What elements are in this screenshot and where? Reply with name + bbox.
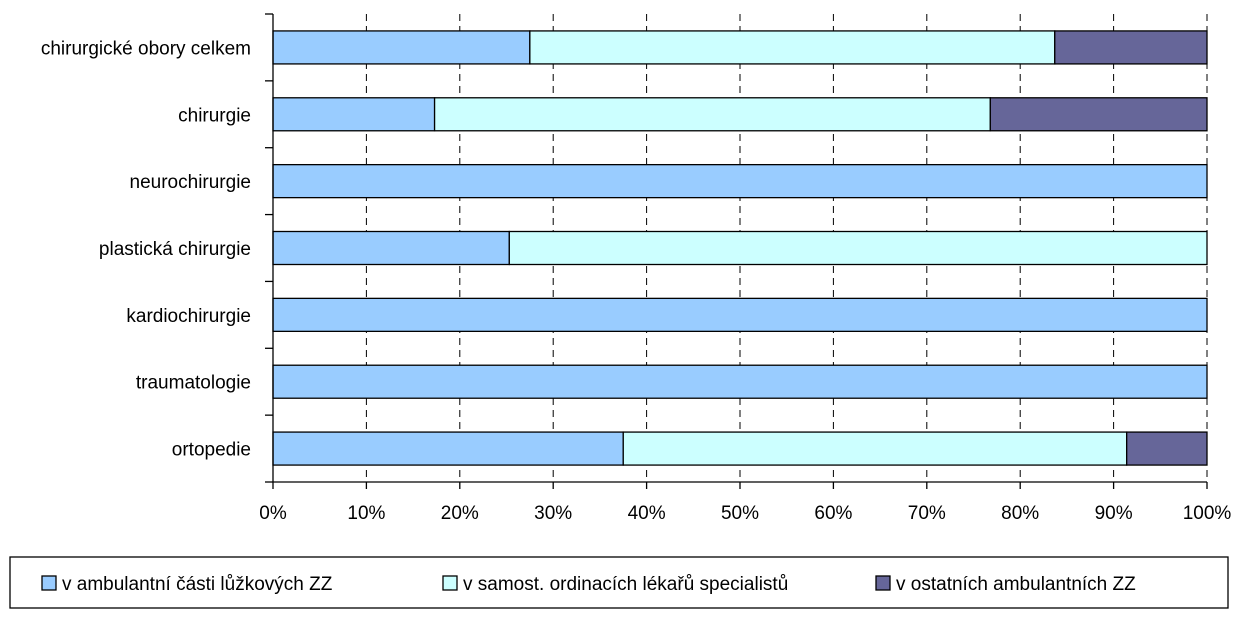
legend-swatch — [41, 575, 57, 591]
category-label: chirurgie — [178, 105, 251, 126]
category-label: plastická chirurgie — [99, 239, 251, 260]
category-label: traumatologie — [136, 373, 251, 394]
x-tick-label: 100% — [1183, 503, 1232, 524]
x-tick-label: 10% — [347, 503, 385, 524]
category-label: chirurgické obory celkem — [41, 38, 251, 59]
category-label: neurochirurgie — [130, 172, 251, 193]
legend-swatch — [875, 575, 891, 591]
bar-segment — [433, 97, 991, 132]
bar-segment — [989, 97, 1208, 132]
x-tick-label: 40% — [628, 503, 666, 524]
bar-segment — [1054, 30, 1208, 65]
legend: v ambulantní části lůžkových ZZ v samost.… — [9, 556, 1229, 609]
category-label: ortopedie — [172, 440, 251, 461]
bar-segment — [272, 297, 1208, 333]
bar-segment — [622, 431, 1128, 466]
bar-segment — [272, 431, 624, 466]
x-tick-label: 80% — [1001, 503, 1039, 524]
bar-segment — [272, 97, 436, 132]
bar-segment — [529, 30, 1056, 65]
legend-label: v ambulantní části lůžkových ZZ — [62, 574, 333, 595]
category-label: kardiochirurgie — [126, 306, 251, 327]
x-tick-label: 60% — [814, 503, 852, 524]
bar-segment — [508, 230, 1208, 266]
x-tick-label: 50% — [721, 503, 759, 524]
x-tick-label: 0% — [259, 503, 287, 524]
x-tick-label: 30% — [534, 503, 572, 524]
bar-segment — [272, 30, 531, 65]
legend-box — [9, 556, 1229, 609]
bars-layer — [272, 30, 1208, 466]
bar-segment — [272, 163, 1208, 199]
legend-label: v ostatních ambulantních ZZ — [896, 574, 1136, 595]
legend-swatch — [442, 575, 458, 591]
x-tick-label: 20% — [441, 503, 479, 524]
x-tick-label: 90% — [1095, 503, 1133, 524]
bar-segment — [1126, 431, 1208, 466]
axis-layer: chirurgické obory celkem chirurgie neuroch… — [41, 13, 1232, 524]
bar-segment — [272, 230, 510, 266]
x-tick-label: 70% — [908, 503, 946, 524]
bar-segment — [272, 364, 1208, 399]
legend-label: v samost. ordinacích lékařů specialistů — [463, 574, 788, 595]
